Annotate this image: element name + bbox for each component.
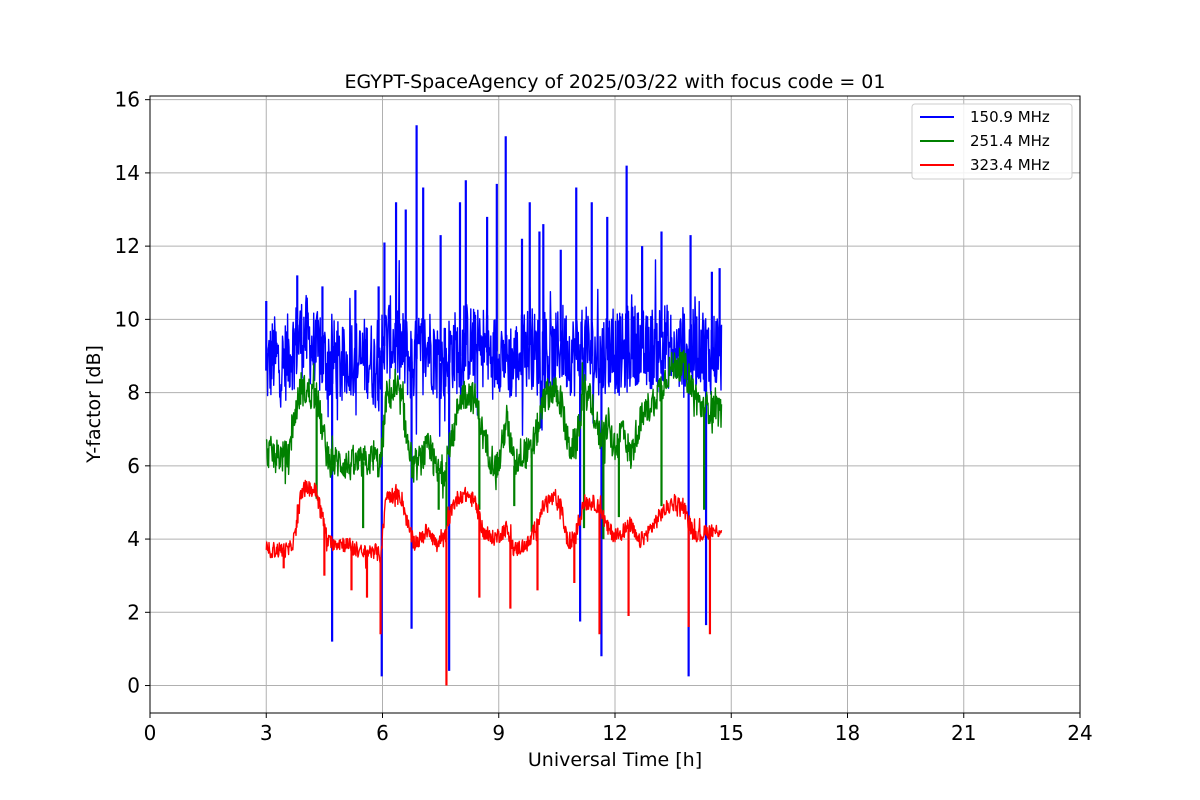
y-tick-label: 16 — [115, 88, 140, 112]
x-tick-label: 24 — [1067, 721, 1092, 745]
x-tick-label: 6 — [376, 721, 389, 745]
y-tick-label: 12 — [115, 234, 140, 258]
legend-label: 251.4 MHz — [970, 132, 1050, 150]
y-tick-label: 14 — [115, 161, 140, 185]
y-axis-ticks: 0 2 4 6 8 10 12 14 16 — [115, 88, 150, 698]
series-line — [265, 259, 723, 437]
x-tick-label: 3 — [260, 721, 273, 745]
y-tick-label: 4 — [127, 527, 140, 551]
series-line — [265, 347, 723, 499]
y-tick-label: 2 — [127, 600, 140, 624]
y-tick-label: 8 — [127, 381, 140, 405]
y-tick-label: 6 — [127, 454, 140, 478]
x-axis-label: Universal Time [h] — [528, 749, 702, 771]
y-tick-label: 10 — [115, 307, 140, 331]
x-tick-label: 0 — [144, 721, 157, 745]
series-layer — [265, 125, 723, 686]
legend-label: 150.9 MHz — [970, 108, 1050, 126]
y-axis-label: Y-factor [dB] — [83, 345, 105, 464]
series-line — [265, 479, 723, 569]
x-tick-label: 12 — [602, 721, 627, 745]
legend-entries: 150.9 MHz 251.4 MHz 323.4 MHz — [920, 108, 1050, 174]
legend: 150.9 MHz 251.4 MHz 323.4 MHz — [911, 103, 1073, 180]
x-tick-label: 9 — [492, 721, 505, 745]
x-tick-label: 15 — [719, 721, 744, 745]
y-tick-label: 0 — [127, 674, 140, 698]
legend-label: 323.4 MHz — [970, 156, 1050, 174]
chart-title: EGYPT-SpaceAgency of 2025/03/22 with foc… — [345, 71, 886, 93]
x-tick-label: 18 — [835, 721, 860, 745]
x-tick-label: 21 — [951, 721, 976, 745]
legend-box — [911, 103, 1073, 180]
x-axis-ticks: 0 3 6 9 12 15 18 21 24 — [144, 713, 1093, 745]
